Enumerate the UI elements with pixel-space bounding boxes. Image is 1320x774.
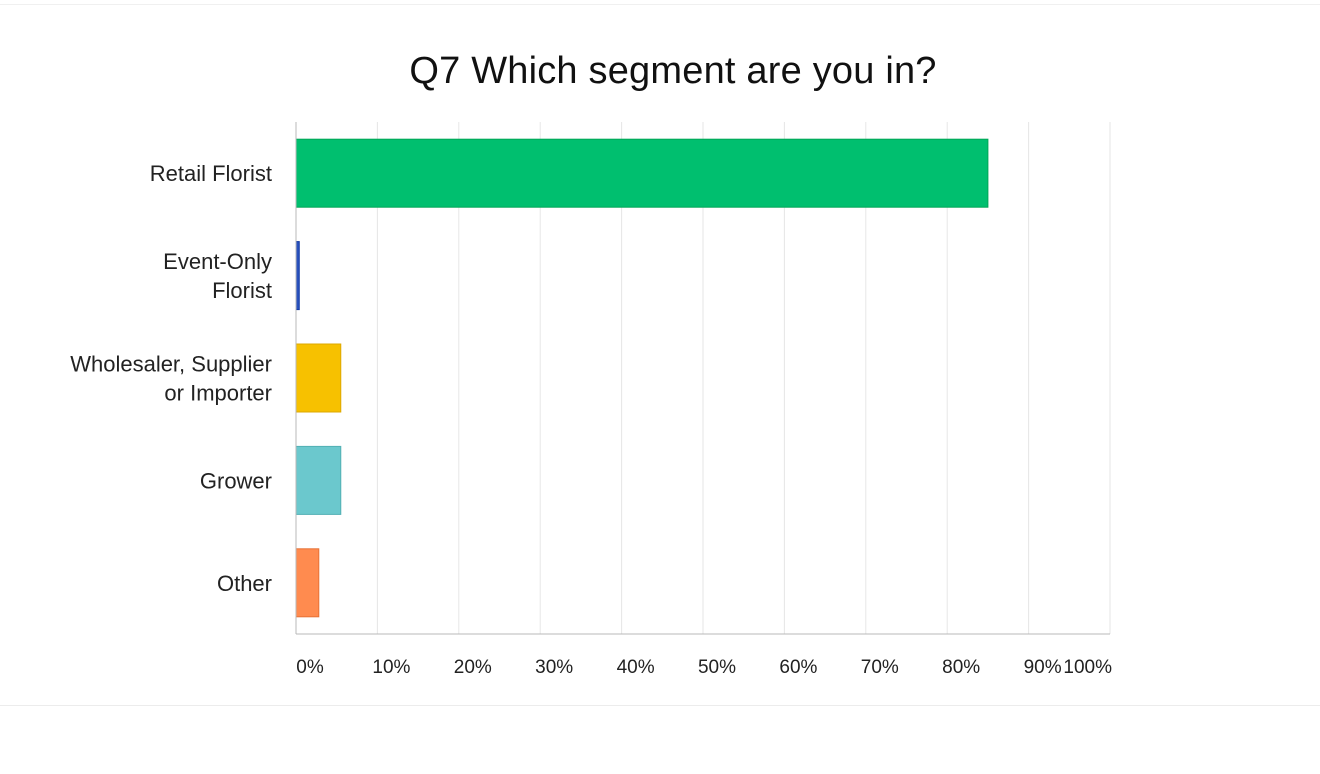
bar-grower [295, 445, 342, 515]
card-bottom-border [0, 705, 1320, 706]
chart-title: Q7 Which segment are you in? [409, 50, 937, 92]
bar-wholesaler-supplier-or-importer [295, 343, 342, 413]
card-top-border [0, 4, 1320, 5]
x-tick-label: 80% [942, 657, 980, 678]
category-label-event-only-florist: Event-Only Florist [163, 249, 272, 303]
category-labels: Retail Florist Event-Only Florist Wholesale… [70, 161, 272, 596]
bars [295, 138, 989, 618]
x-tick-label: 90% [1024, 657, 1062, 678]
category-label-retail-florist: Retail Florist [150, 161, 272, 186]
x-tick-label: 70% [861, 657, 899, 678]
axes [295, 122, 1110, 635]
x-tick-labels: 0% 10% 20% 30% 40% 50% 60% 70% 80% 90% 100% [296, 657, 1112, 678]
bar-retail-florist [295, 138, 989, 208]
category-label-wholesaler-supplier-or-importer: Wholesaler, Supplier or Importer [70, 352, 272, 406]
x-tick-label: 60% [779, 657, 817, 678]
bar-other [295, 548, 320, 618]
x-tick-label: 10% [372, 657, 410, 678]
x-tick-label: 0% [296, 657, 324, 678]
x-tick-label: 40% [617, 657, 655, 678]
x-tick-label: 20% [454, 657, 492, 678]
category-label-other: Other [217, 571, 272, 596]
x-tick-label: 30% [535, 657, 573, 678]
x-tick-label: 50% [698, 657, 736, 678]
x-tick-label: 100% [1063, 657, 1112, 678]
category-label-grower: Grower [200, 468, 272, 493]
